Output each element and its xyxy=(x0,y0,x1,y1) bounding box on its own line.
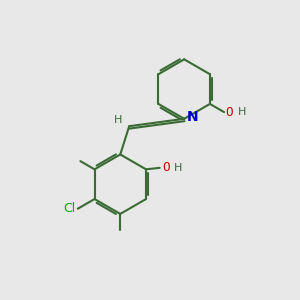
Text: H: H xyxy=(113,115,122,124)
Text: O: O xyxy=(226,106,233,118)
Text: H: H xyxy=(174,163,183,173)
Text: O: O xyxy=(162,161,169,174)
Text: N: N xyxy=(187,110,199,124)
Text: Cl: Cl xyxy=(63,202,75,215)
Text: H: H xyxy=(238,107,246,117)
